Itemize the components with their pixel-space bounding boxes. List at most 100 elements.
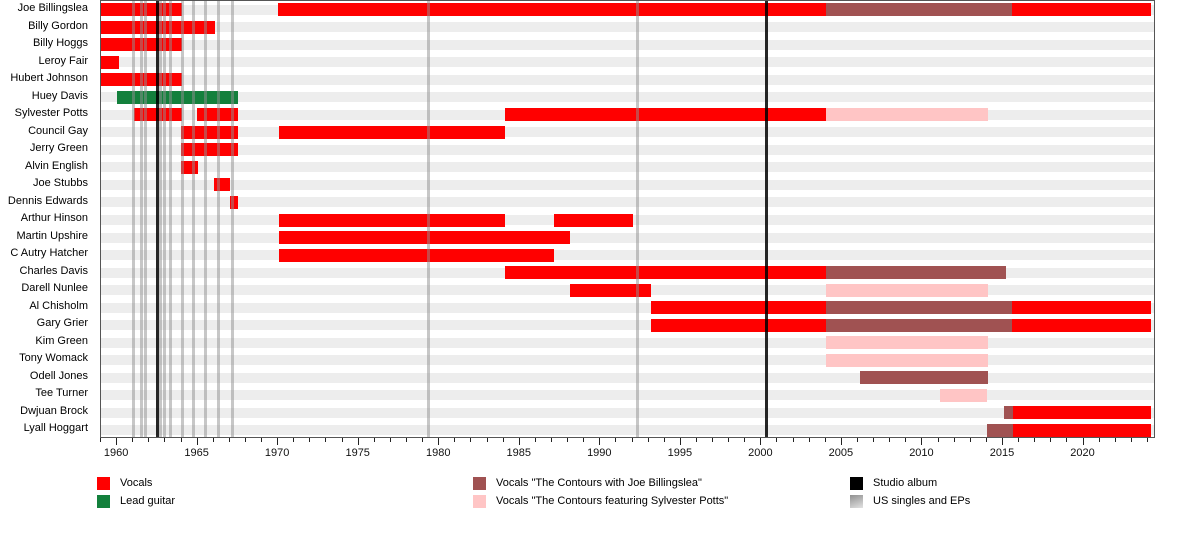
axis-year-label: 2020 <box>1070 447 1095 459</box>
row-stripe <box>101 337 1154 348</box>
legend-item: Lead guitar <box>97 492 175 510</box>
minor-tick <box>985 438 987 442</box>
member-name-label: Billy Hoggs <box>32 37 88 50</box>
timeline-bar-vocals <box>504 266 827 280</box>
minor-tick <box>389 438 391 442</box>
minor-tick <box>969 438 971 442</box>
us-single-release-line <box>139 1 143 437</box>
us-singles-swatch <box>850 494 863 508</box>
member-name-label: Tee Turner <box>35 387 88 400</box>
legend-item: Vocals <box>97 474 175 492</box>
minor-tick <box>148 438 150 442</box>
legend-item-label: Studio album <box>873 477 938 489</box>
member-name-label: Darell Nunlee <box>21 282 88 295</box>
minor-tick <box>293 438 295 442</box>
legend-item: Vocals "The Contours featuring Sylvester… <box>473 492 728 510</box>
timeline-bar-vocals <box>650 301 827 315</box>
major-tick <box>1001 438 1003 445</box>
axis-year-label: 1980 <box>425 447 451 459</box>
major-tick <box>760 438 762 445</box>
member-name-label: Gary Grier <box>36 317 88 330</box>
major-tick <box>116 438 118 445</box>
minor-tick <box>100 438 101 442</box>
studio-album-release-line <box>765 1 769 437</box>
row-stripe <box>101 250 1154 261</box>
timeline-bar-with_joe <box>826 3 1012 17</box>
timeline-bar-vocals <box>180 125 238 139</box>
major-tick <box>196 438 198 445</box>
minor-tick <box>486 438 488 442</box>
axis-year-label: 1975 <box>345 447 370 459</box>
minor-tick <box>889 438 891 442</box>
row-stripe <box>101 372 1154 383</box>
member-name-label: Council Gay <box>28 124 88 137</box>
member-name-label: Charles Davis <box>19 264 88 277</box>
timeline-bar-lead_guitar <box>117 90 238 104</box>
timeline-bar-vocals <box>278 231 571 245</box>
minor-tick <box>132 438 134 442</box>
minor-tick <box>776 438 778 442</box>
minor-tick <box>180 438 182 442</box>
feat-potts-swatch <box>473 494 486 508</box>
minor-tick <box>244 438 246 442</box>
timeline-bar-with_joe <box>826 266 1007 280</box>
legend-item-label: Vocals "The Contours with Joe Billingsle… <box>496 477 702 489</box>
row-stripe <box>101 407 1154 418</box>
timeline-bar-vocals <box>278 213 505 227</box>
with-joe-swatch <box>473 476 486 490</box>
member-name-label: Alvin English <box>25 159 88 172</box>
row-stripe <box>101 144 1154 155</box>
legend-item-label: Lead guitar <box>120 495 176 507</box>
axis-year-label: 1990 <box>587 447 612 459</box>
row-stripe <box>101 390 1154 401</box>
row-stripe <box>101 162 1154 173</box>
timeline-bar-vocals <box>278 248 555 262</box>
minor-tick <box>1050 438 1052 442</box>
member-name-label: Al Chisholm <box>29 299 88 312</box>
axis-year-label: 1960 <box>103 447 129 459</box>
timeline-bar-feat_potts <box>826 108 989 122</box>
member-name-label: Kim Green <box>35 334 88 347</box>
timeline-bar-vocals <box>554 213 634 227</box>
timeline-bar-feat_potts <box>940 388 987 402</box>
minor-tick <box>857 438 859 442</box>
minor-tick <box>615 438 617 442</box>
minor-tick <box>341 438 343 442</box>
member-name-label: Hubert Johnson <box>10 72 88 85</box>
member-name-label: Joe Stubbs <box>32 177 88 190</box>
timeline-bar-vocals <box>504 108 827 122</box>
minor-tick <box>550 438 552 442</box>
timeline-bar-with_joe <box>986 423 1013 437</box>
minor-tick <box>1018 438 1020 442</box>
minor-tick <box>1146 438 1148 442</box>
minor-tick <box>631 438 633 442</box>
timeline-bar-vocals <box>1011 3 1151 17</box>
major-tick <box>921 438 923 445</box>
minor-tick <box>647 438 649 442</box>
timeline-bar-with_joe <box>826 318 1012 332</box>
member-name-label: Huey Davis <box>31 89 88 102</box>
timeline-bar-with_joe <box>1004 406 1013 420</box>
minor-tick <box>1130 438 1132 442</box>
x-axis: 1960 1965 1970 1975 1980 1985 1990 1995 2000 2005… <box>100 438 1155 464</box>
legend-item: Vocals "The Contours with Joe Billingsle… <box>473 474 728 492</box>
legend-roles: Vocals Lead guitar <box>97 474 175 510</box>
timeline-bar-feat_potts <box>826 283 989 297</box>
minor-tick <box>164 438 166 442</box>
minor-tick <box>728 438 730 442</box>
timeline-bar-vocals <box>1012 406 1151 420</box>
legend-releases: Studio album US singles and EPs <box>850 474 970 510</box>
row-stripe <box>101 179 1154 190</box>
row-stripe <box>101 92 1154 103</box>
minor-tick <box>1034 438 1036 442</box>
minor-tick <box>534 438 536 442</box>
minor-tick <box>583 438 585 442</box>
minor-tick <box>406 438 408 442</box>
timeline-bar-vocals <box>101 55 119 69</box>
legend-item: Studio album <box>850 474 970 492</box>
member-name-label: Martin Upshire <box>16 229 88 242</box>
us-single-release-line <box>231 1 235 437</box>
plot-area <box>100 0 1155 438</box>
row-stripe <box>101 127 1154 138</box>
